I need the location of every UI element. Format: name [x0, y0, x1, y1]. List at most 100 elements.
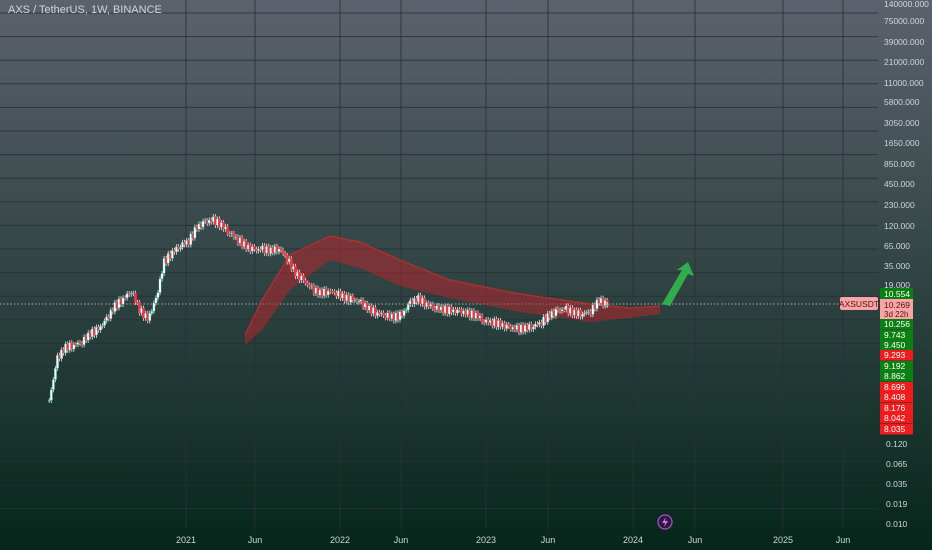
candle-body — [605, 304, 609, 306]
candle-body — [101, 325, 104, 327]
flash-glyph — [662, 517, 668, 527]
y-tick-label: 19.000 — [884, 280, 910, 290]
candle-body — [170, 249, 174, 259]
price-badge-label: 8.408 — [884, 392, 906, 402]
candle-body — [289, 258, 293, 270]
candle-body — [121, 297, 125, 305]
candle-body — [531, 326, 535, 330]
candle-body — [456, 309, 459, 314]
candle-body — [591, 304, 595, 315]
candle-body — [156, 292, 160, 298]
price-badge — [880, 413, 913, 424]
y-tick-label: 230.000 — [884, 200, 915, 210]
x-tick-label: Jun — [394, 535, 409, 545]
candle-body — [382, 312, 386, 316]
candle-body — [72, 344, 76, 350]
candle-body — [374, 307, 377, 316]
candle-body — [332, 291, 336, 293]
candle-body — [579, 309, 582, 317]
x-tick-label: 2024 — [623, 535, 643, 545]
y-tick-label: 1650.000 — [884, 138, 920, 148]
y-tick-label: 35.000 — [884, 261, 910, 271]
y-tick-label: 0.120 — [886, 439, 908, 449]
price-badge — [880, 382, 913, 393]
x-tick-label: Jun — [688, 535, 703, 545]
y-tick-label: 120.000 — [884, 221, 915, 231]
candle-body — [402, 310, 406, 316]
projection-arrow — [662, 262, 694, 306]
candle-body — [175, 246, 178, 253]
price-badge-label: 9.743 — [884, 330, 906, 340]
x-tick-label: 2025 — [773, 535, 793, 545]
y-tick-label: 75000.000 — [884, 16, 924, 26]
y-tick-label: 140000.000 — [884, 0, 929, 9]
candle-body — [99, 325, 102, 331]
candle-body — [226, 226, 230, 234]
candle-body — [431, 303, 435, 309]
candle-body — [82, 336, 86, 346]
candle-body — [326, 290, 330, 296]
y-tick-label: 11000.000 — [884, 78, 924, 88]
candle-body — [529, 323, 533, 330]
candle-body — [109, 309, 113, 319]
price-badge-label: 8.862 — [884, 371, 906, 381]
current-price-label: 10.269 — [884, 300, 910, 310]
candle-body — [406, 304, 410, 311]
candle-body — [51, 379, 55, 390]
candle-body — [148, 312, 152, 321]
candle-body — [60, 349, 63, 359]
candle-body — [283, 253, 287, 256]
price-badge — [880, 361, 913, 372]
price-badge-label: 9.293 — [884, 350, 906, 360]
candle-body — [404, 309, 408, 312]
candle-body — [306, 282, 310, 285]
y-tick-label: 450.000 — [884, 179, 915, 189]
candle-body — [152, 302, 156, 312]
candle-body — [179, 247, 182, 250]
y-tick-label: 0.035 — [886, 479, 908, 489]
candle-body — [158, 278, 162, 293]
y-tick-label: 65.000 — [884, 241, 910, 251]
y-tick-label: 3050.000 — [884, 118, 920, 128]
candle-body — [232, 233, 236, 238]
x-tick-label: 2022 — [330, 535, 350, 545]
y-tick-label: 0.019 — [886, 499, 908, 509]
candle-body — [534, 323, 537, 328]
x-tick-label: Jun — [248, 535, 263, 545]
price-badge-label: 8.696 — [884, 382, 906, 392]
candle-body — [351, 295, 355, 301]
candle-body — [189, 233, 193, 246]
candle-body — [554, 308, 558, 317]
candle-body — [49, 389, 53, 401]
candle-body — [201, 221, 205, 228]
candle-body — [304, 280, 308, 284]
candle-body — [581, 313, 584, 317]
current-price-badge — [880, 299, 913, 319]
candle-body — [480, 315, 484, 322]
y-tick-label: 0.010 — [886, 519, 908, 529]
candle-body — [160, 273, 164, 280]
candle-body — [556, 308, 560, 311]
candle-body — [95, 326, 98, 336]
x-tick-label: Jun — [836, 535, 851, 545]
price-badge-label: 9.450 — [884, 340, 906, 350]
candle-body — [138, 302, 141, 314]
candle-body — [123, 297, 127, 299]
candle-body — [294, 266, 297, 277]
candle-body — [125, 293, 129, 299]
candle-body — [47, 400, 51, 402]
chart-title: AXS / TetherUS, 1W, BINANCE — [8, 4, 162, 16]
y-tick-label: 850.000 — [884, 159, 915, 169]
price-badge-label: 9.192 — [884, 361, 906, 371]
price-badge — [880, 403, 913, 414]
y-tick-label: 21000.000 — [884, 57, 924, 67]
price-badge — [880, 288, 913, 299]
x-tick-label: Jun — [541, 535, 556, 545]
symbol-badge: AXSUSDT — [839, 299, 879, 309]
price-badge — [880, 424, 913, 435]
price-badge — [880, 330, 913, 341]
y-tick-label: 0.065 — [886, 459, 908, 469]
